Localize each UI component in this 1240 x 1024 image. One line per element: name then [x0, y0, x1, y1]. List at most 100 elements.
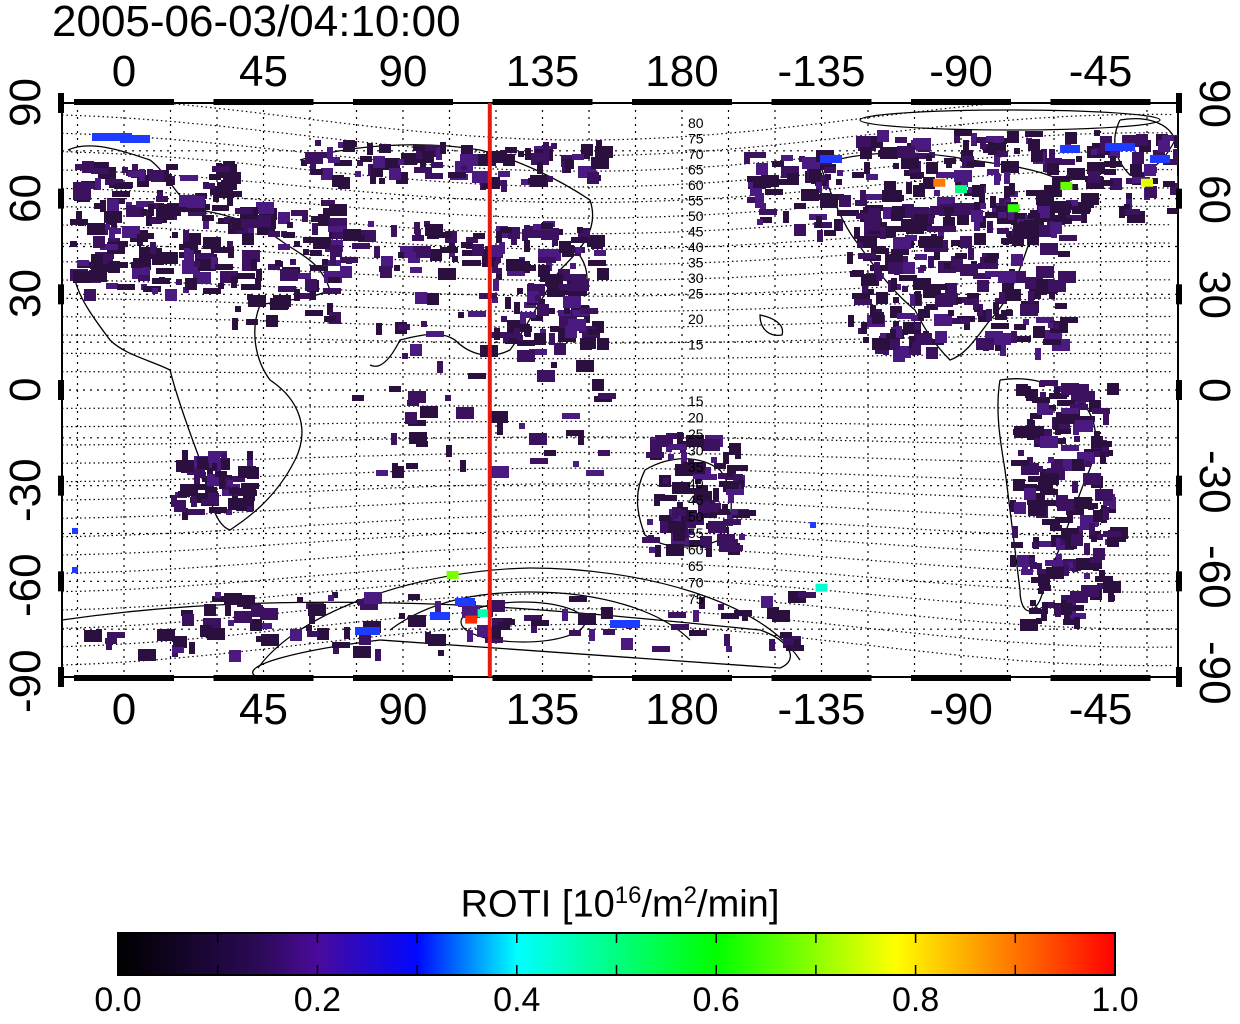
roti-cell [996, 206, 1014, 212]
roti-cell-blue [810, 522, 816, 528]
x-tick-label-bottom: -90 [929, 685, 993, 734]
roti-cell [327, 303, 333, 315]
roti-cell [91, 266, 109, 272]
roti-cell [794, 203, 806, 209]
roti-cell [309, 612, 315, 624]
roti-cell [1103, 531, 1121, 537]
roti-cell [1011, 331, 1017, 343]
magnetic-contour-solid [389, 591, 691, 641]
roti-cell [290, 259, 296, 265]
roti-cell [1177, 176, 1178, 188]
roti-cell [1041, 473, 1059, 485]
roti-cell [1104, 161, 1122, 167]
roti-cell [1011, 542, 1023, 548]
roti-cell [936, 172, 954, 178]
roti-cell [180, 484, 198, 496]
roti-cell [678, 522, 696, 528]
roti-cell-blue [1150, 155, 1170, 163]
roti-cell [1054, 387, 1060, 399]
roti-cell [399, 613, 405, 619]
x-tick-label-top: 0 [111, 47, 137, 96]
roti-cell [152, 259, 164, 265]
roti-cell [1050, 222, 1062, 234]
x-tick-label-bottom: 135 [505, 685, 580, 734]
roti-cell [1033, 326, 1045, 338]
roti-cell [200, 625, 212, 637]
roti-cell [359, 235, 365, 241]
roti-cell [111, 222, 117, 228]
roti-cell [100, 200, 106, 212]
roti-cell [1074, 617, 1080, 629]
roti-cell [1058, 251, 1070, 257]
roti-cell [324, 316, 336, 322]
roti-cell [227, 194, 233, 206]
roti-cell [734, 610, 752, 616]
magnetic-contour [62, 352, 1172, 360]
roti-cell [407, 400, 419, 406]
roti-data-cells [70, 130, 1178, 662]
magnetic-contour [62, 168, 1173, 204]
contour-label: 55 [688, 193, 704, 209]
frame-bar-right [1176, 284, 1182, 305]
roti-cell [1013, 479, 1025, 491]
roti-cell [702, 439, 720, 451]
roti-cell [603, 629, 615, 635]
roti-cell [714, 463, 726, 469]
roti-cell [462, 606, 480, 618]
roti-cell [967, 161, 985, 167]
roti-cell [934, 314, 952, 326]
roti-cell [986, 309, 992, 321]
frame-bar-top [1050, 99, 1151, 105]
roti-cell [960, 264, 978, 276]
y-tick-label-right: 0 [1190, 378, 1239, 403]
roti-cell [139, 169, 145, 181]
roti-cell [368, 221, 374, 227]
roti-cell [485, 637, 503, 643]
roti-cell-blue [72, 567, 78, 573]
roti-cell [897, 146, 915, 158]
roti-cell [911, 315, 923, 321]
roti-cell [398, 252, 404, 258]
roti-cell [251, 605, 263, 617]
roti-cell [1040, 489, 1058, 495]
roti-cell [187, 509, 205, 515]
roti-cell [880, 227, 886, 239]
roti-cell [505, 338, 517, 344]
roti-cell [221, 453, 227, 459]
roti-cell [278, 244, 290, 250]
roti-cell [1071, 534, 1083, 546]
roti-cell [809, 169, 821, 181]
roti-cell [852, 172, 864, 178]
roti-cell [200, 472, 206, 478]
roti-cell [452, 256, 458, 262]
roti-cell [681, 452, 687, 464]
frame-bar-top [353, 99, 453, 105]
contour-label: 30 [688, 443, 704, 459]
roti-cell [211, 247, 229, 253]
roti-cell [303, 249, 309, 255]
roti-cell [1055, 429, 1061, 435]
roti-cell [913, 185, 925, 197]
roti-cell [294, 289, 300, 301]
frame-bar-bottom [353, 675, 453, 681]
roti-cell [663, 478, 669, 484]
roti-cell-blue [820, 155, 842, 163]
roti-cell [215, 471, 227, 477]
roti-cell [468, 311, 486, 317]
roti-cell [1028, 139, 1040, 151]
roti-cell [1108, 590, 1114, 602]
contour-label: 70 [688, 146, 704, 162]
roti-cell [171, 495, 177, 507]
roti-cell [227, 476, 245, 482]
roti-cell [718, 509, 730, 515]
roti-cell [1036, 317, 1054, 323]
roti-cell [327, 147, 333, 159]
x-tick-label-top: 90 [378, 47, 428, 96]
roti-cell [559, 284, 577, 290]
roti-cell [496, 268, 502, 274]
roti-cell [531, 621, 537, 633]
roti-cell [621, 638, 633, 650]
roti-cell [172, 232, 178, 238]
roti-cell [780, 632, 792, 638]
roti-cell [310, 288, 316, 300]
